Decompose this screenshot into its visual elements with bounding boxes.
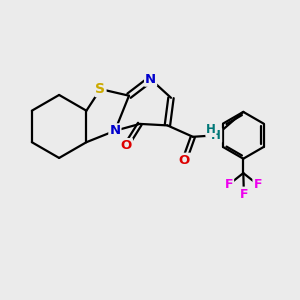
Text: O: O: [179, 154, 190, 167]
Text: H: H: [212, 129, 221, 142]
Text: S: S: [95, 82, 106, 96]
Text: H: H: [206, 123, 216, 136]
Text: F: F: [240, 188, 248, 201]
Text: F: F: [254, 178, 262, 191]
Text: N: N: [145, 73, 156, 86]
Text: F: F: [225, 178, 233, 191]
Text: N: N: [109, 124, 121, 137]
Text: O: O: [121, 139, 132, 152]
